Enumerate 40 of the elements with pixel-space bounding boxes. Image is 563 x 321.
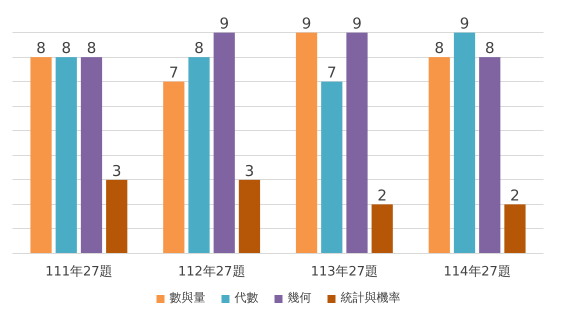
- data-label: 8: [86, 39, 96, 58]
- data-label: 7: [326, 64, 337, 82]
- data-label: 9: [460, 14, 470, 33]
- bar: [214, 32, 235, 254]
- bar: [454, 32, 476, 254]
- data-label: 2: [510, 186, 520, 204]
- data-label: 3: [112, 162, 122, 180]
- data-label: 8: [484, 39, 495, 58]
- bar: [80, 57, 102, 254]
- legend-label: 幾何: [288, 290, 312, 306]
- legend-label: 代數: [234, 290, 258, 306]
- data-label: 9: [219, 14, 230, 33]
- x-tick-label: 114年27題: [443, 264, 511, 280]
- data-label: 8: [434, 39, 444, 58]
- x-tick-label: 113年27題: [310, 264, 378, 280]
- bar: [30, 57, 52, 254]
- bar: [321, 82, 342, 254]
- bar: [346, 32, 368, 254]
- bar: [372, 204, 393, 254]
- bar: [296, 32, 318, 254]
- x-tick-label: 111年27題: [45, 264, 113, 280]
- bar: [163, 82, 184, 254]
- legend-label: 數與量: [170, 290, 206, 306]
- bar: [188, 57, 210, 254]
- data-label: 8: [61, 39, 72, 58]
- data-label: 8: [194, 39, 204, 58]
- data-label: 8: [36, 39, 46, 58]
- data-label: 3: [244, 162, 254, 180]
- legend-label: 統計與機率: [340, 290, 400, 306]
- bar: [428, 57, 450, 254]
- data-label: 2: [377, 186, 387, 204]
- bar: [238, 180, 260, 254]
- x-tick-label: 112年27題: [178, 264, 246, 280]
- bar: [56, 57, 77, 254]
- data-label: 9: [352, 14, 362, 33]
- bar: [504, 204, 526, 254]
- data-label: 9: [302, 14, 312, 33]
- bar: [479, 57, 500, 254]
- data-label: 7: [169, 64, 179, 82]
- bar: [106, 180, 128, 254]
